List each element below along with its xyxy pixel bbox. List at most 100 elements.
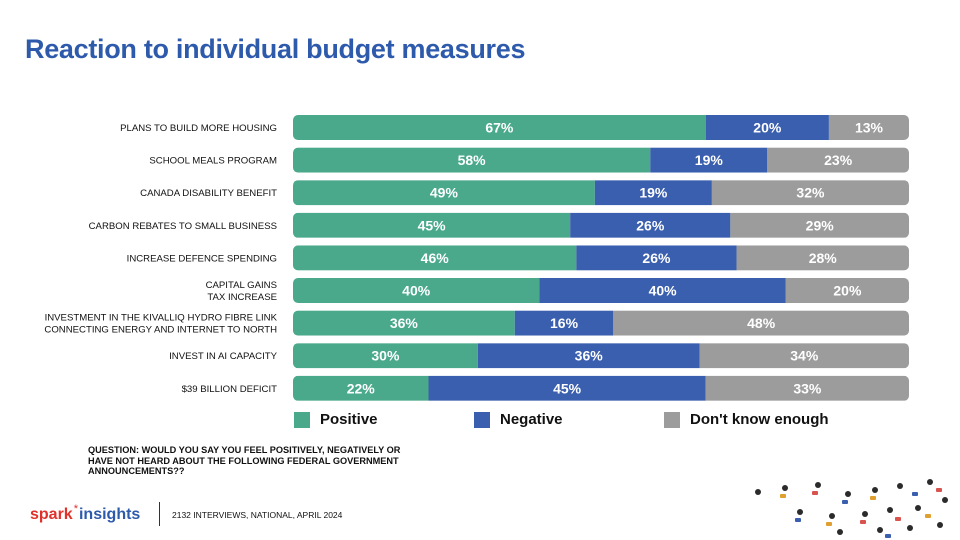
data-label-positive: 58% (458, 152, 487, 168)
bar-row-1: 67% 20% 13% PLANS TO BUILD MORE HOUSING (120, 115, 909, 140)
bar-segments-4 (293, 212, 909, 238)
bar-row-6: 40% 40% 20% CAPITAL GAINS TAX INCREASE (206, 278, 909, 303)
data-label-positive: 46% (421, 250, 450, 266)
data-label-don-t-know-enough: 48% (747, 315, 776, 331)
legend-label-dont-know: Don't know enough (690, 411, 829, 428)
data-label-don-t-know-enough: 32% (796, 185, 825, 201)
data-label-don-t-know-enough: 34% (790, 348, 819, 364)
bar-segment-negative (428, 375, 706, 401)
legend-item-negative: Negative (474, 411, 563, 428)
crowd-people-icon (755, 479, 948, 538)
bar-segments-7 (293, 310, 909, 336)
bar-segment-positive (293, 343, 478, 369)
data-label-negative: 16% (550, 315, 579, 331)
category-label: CANADA DISABILITY BENEFIT (140, 188, 277, 199)
bar-segment-don-t-know-enough (730, 212, 909, 238)
data-label-negative: 26% (642, 250, 671, 266)
bar-segment-negative (576, 245, 737, 271)
data-label-don-t-know-enough: 28% (809, 250, 838, 266)
bar-segment-negative (650, 147, 768, 173)
bar-row-8: 30% 36% 34% INVEST IN AI CAPACITY (169, 343, 909, 369)
data-label-negative: 36% (575, 348, 604, 364)
chart-legend: Positive Negative Don't know enough (294, 411, 914, 433)
spark-insights-logo: spark * insights (30, 503, 141, 524)
stacked-bar-chart: 67% 20% 13% PLANS TO BUILD MORE HOUSING 58% 1… (44, 115, 909, 401)
bar-segment-negative (539, 278, 786, 303)
legend-label-positive: Positive (320, 411, 378, 428)
source-note: 2132 INTERVIEWS, NATIONAL, APRIL 2024 (172, 510, 343, 520)
bar-row-7: 36% 16% 48% INVESTMENT IN THE KIVALLIQ HYDR… (44, 310, 909, 336)
data-label-don-t-know-enough: 29% (806, 217, 835, 233)
bar-segment-don-t-know-enough (736, 245, 909, 271)
bar-segment-don-t-know-enough (828, 115, 909, 140)
bar-segments-1 (293, 115, 909, 140)
category-label: PLANS TO BUILD MORE HOUSING (120, 123, 277, 134)
legend-swatch-negative (474, 411, 490, 428)
data-label-negative: 26% (636, 217, 665, 233)
data-label-positive: 40% (402, 283, 431, 299)
logo-spark-text: spark (30, 506, 73, 523)
bar-segment-don-t-know-enough (785, 278, 909, 303)
data-label-negative: 40% (649, 283, 678, 299)
bar-row-5: 46% 26% 28% INCREASE DEFENCE SPENDING (127, 245, 909, 271)
data-label-positive: 67% (485, 120, 514, 136)
bar-row-4: 45% 26% 29% CARBON REBATES TO SMALL BUSINES… (89, 212, 909, 238)
data-label-don-t-know-enough: 33% (793, 380, 822, 396)
category-label: $39 BILLION DEFICIT (182, 384, 278, 395)
bar-segments-6 (293, 278, 909, 303)
legend-item-positive: Positive (294, 411, 378, 428)
bar-segment-negative (477, 343, 700, 369)
bar-segment-positive (293, 278, 540, 303)
bar-segment-positive (293, 212, 571, 238)
data-label-positive: 22% (347, 380, 376, 396)
legend-item-dont-know: Don't know enough (664, 411, 829, 428)
bar-segments-2 (293, 147, 909, 173)
legend-swatch-dont-know (664, 411, 680, 428)
bar-segment-don-t-know-enough (699, 343, 909, 369)
category-label: INVEST IN AI CAPACITY (169, 351, 277, 362)
legend-swatch-positive (294, 411, 310, 428)
bar-segment-positive (293, 245, 577, 271)
data-label-negative: 20% (753, 120, 782, 136)
bar-segment-positive (293, 180, 595, 206)
data-label-positive: 36% (390, 315, 419, 331)
data-label-negative: 19% (695, 152, 724, 168)
bar-segments-9 (293, 375, 909, 401)
bar-segment-positive (293, 310, 515, 336)
bar-segment-negative (570, 212, 731, 238)
bar-segment-don-t-know-enough (767, 147, 909, 173)
data-label-positive: 45% (418, 217, 447, 233)
bar-row-9: 22% 45% 33% $39 BILLION DEFICIT (182, 375, 909, 401)
data-label-don-t-know-enough: 23% (824, 152, 853, 168)
data-label-positive: 30% (371, 348, 400, 364)
data-label-positive: 49% (430, 185, 459, 201)
bar-row-2: 58% 19% 23% SCHOOL MEALS PROGRAM (149, 147, 909, 173)
question-text: QUESTION: WOULD YOU SAY YOU FEEL POSITIV… (88, 445, 401, 477)
bar-segment-don-t-know-enough (613, 310, 909, 336)
bar-segment-don-t-know-enough (711, 180, 909, 206)
bar-segment-positive (293, 375, 429, 401)
category-label: CARBON REBATES TO SMALL BUSINESS (89, 221, 277, 232)
data-label-negative: 45% (553, 380, 582, 396)
data-label-don-t-know-enough: 13% (855, 120, 884, 136)
bar-segment-positive (293, 147, 651, 173)
bar-segments-8 (293, 343, 909, 369)
bar-row-3: 49% 19% 32% CANADA DISABILITY BENEFIT (140, 180, 909, 206)
footer-divider (159, 502, 160, 526)
page-title: Reaction to individual budget measures (25, 34, 526, 64)
data-label-negative: 19% (639, 185, 668, 201)
logo-star-icon: * (73, 503, 78, 515)
category-label: SCHOOL MEALS PROGRAM (149, 156, 277, 167)
bar-segment-negative (594, 180, 712, 206)
legend-label-negative: Negative (500, 411, 563, 428)
logo-insights-text: insights (78, 506, 141, 523)
category-label: INVESTMENT IN THE KIVALLIQ HYDRO FIBRE L… (44, 313, 277, 336)
bar-segment-don-t-know-enough (705, 375, 909, 401)
bar-segments-5 (293, 245, 909, 271)
bar-segments-3 (293, 180, 909, 206)
category-label: INCREASE DEFENCE SPENDING (127, 253, 277, 264)
bar-segment-negative (705, 115, 829, 140)
category-label: CAPITAL GAINS TAX INCREASE (206, 280, 277, 303)
bar-segment-positive (293, 115, 706, 140)
data-label-don-t-know-enough: 20% (833, 283, 862, 299)
